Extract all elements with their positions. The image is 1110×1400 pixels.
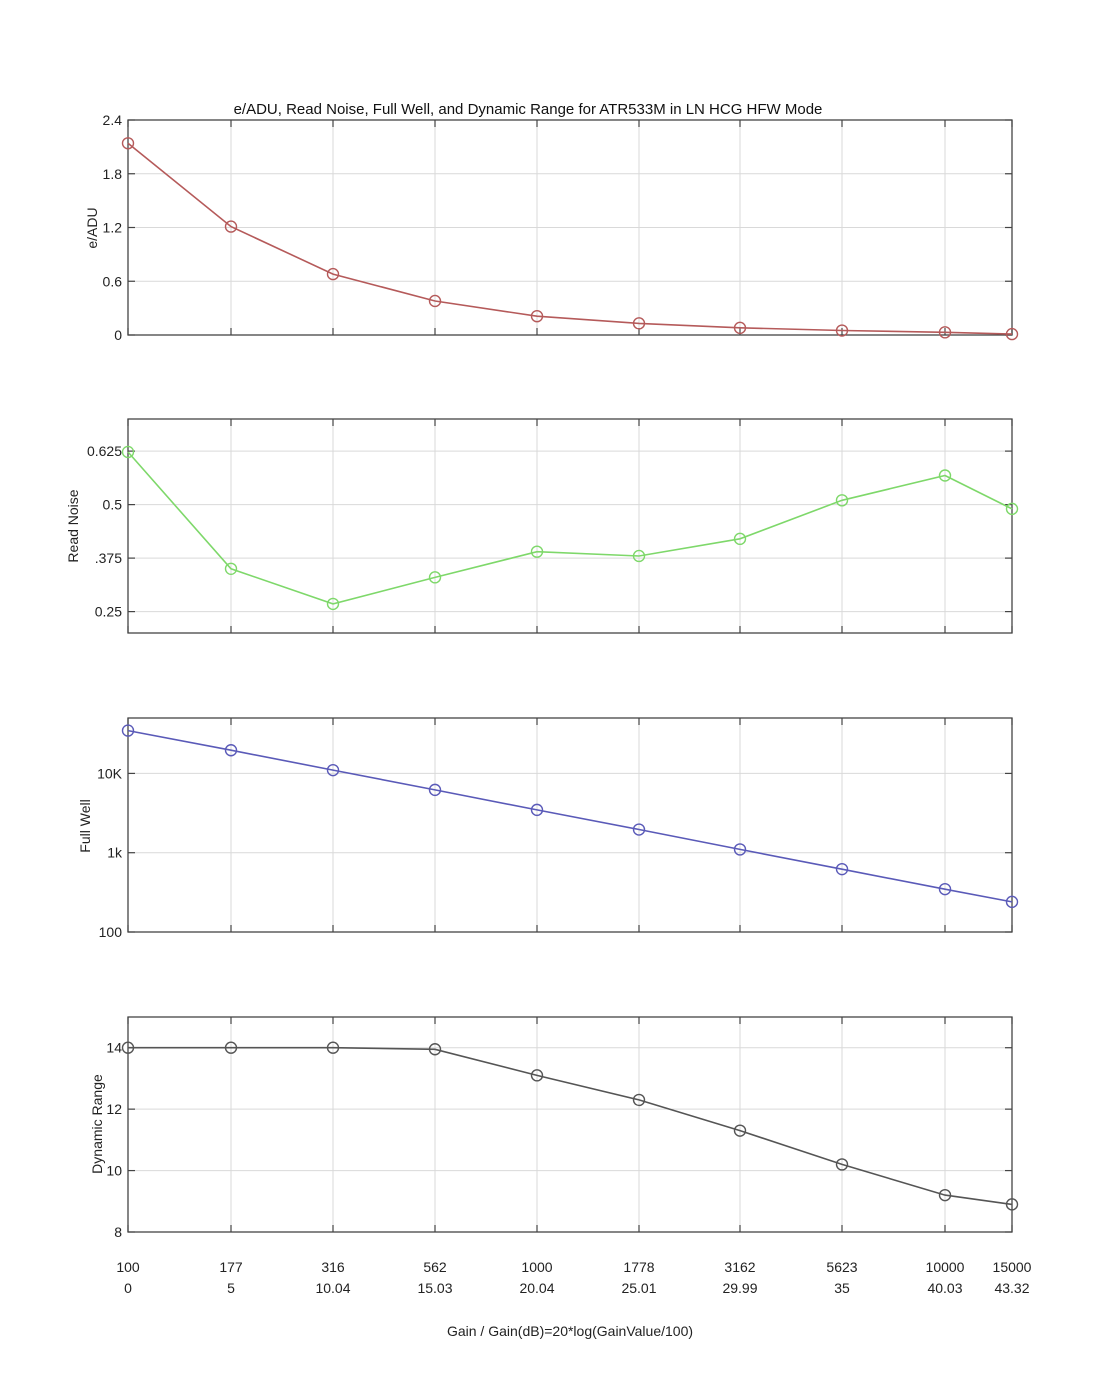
x-tick-label-gain: 1778 [623, 1259, 654, 1275]
data-point [938, 326, 952, 339]
x-tick-label-db: 40.03 [927, 1280, 962, 1296]
data-point [428, 1043, 442, 1056]
y-tick-label: 10 [106, 1163, 122, 1179]
data-point [224, 1041, 238, 1054]
subplots: 0 0.6 1.2 1.8 2.4 e/ADU 0.25 .375 0.5 0.625 Read N… [65, 112, 1032, 1296]
x-tick-label-gain: 3162 [724, 1259, 755, 1275]
x-tick-label-db: 15.03 [417, 1280, 452, 1296]
y-axis-label: Read Noise [65, 489, 81, 562]
plot-frame [127, 717, 1013, 933]
figure-title: e/ADU, Read Noise, Full Well, and Dynami… [234, 101, 823, 118]
data-point [733, 1124, 747, 1137]
series-line [127, 451, 1013, 605]
x-tick-label-db: 20.04 [519, 1280, 554, 1296]
data-point [835, 862, 849, 876]
data-point [938, 882, 952, 896]
data-point [1005, 502, 1019, 516]
x-tick-label-db: 10.04 [315, 1280, 350, 1296]
data-point [938, 1188, 952, 1202]
data-point [733, 321, 747, 335]
data-point [632, 823, 646, 836]
x-tick-label-gain: 177 [219, 1259, 243, 1275]
data-point [632, 549, 646, 563]
x-tick-label-gain: 10000 [926, 1259, 965, 1275]
x-tick-label-gain: 562 [423, 1259, 447, 1275]
data-point [224, 220, 238, 233]
y-tick-label: 1.8 [103, 166, 123, 182]
y-tick-label: .375 [95, 550, 122, 566]
data-point [733, 843, 747, 856]
y-tick-label: 0.625 [87, 443, 122, 459]
y-tick-label: 2.4 [103, 112, 123, 128]
y-tick-label: 8 [114, 1224, 122, 1240]
plot-frame [127, 119, 1013, 336]
x-axis-label: Gain / Gain(dB)=20*log(GainValue/100) [447, 1323, 693, 1339]
data-point [835, 494, 849, 507]
y-tick-label: 0.25 [95, 604, 122, 620]
plot-frame [127, 1016, 1013, 1233]
data-point [632, 1093, 646, 1107]
y-tick-label: 1.2 [103, 220, 123, 236]
data-point [121, 1041, 135, 1054]
data-point [733, 532, 747, 546]
data-point [530, 803, 544, 817]
data-point [121, 445, 135, 459]
data-point [224, 562, 238, 575]
series-line [127, 142, 1013, 335]
x-tick-label-gain: 100 [116, 1259, 140, 1275]
y-tick-label: 14 [106, 1040, 122, 1056]
data-point [530, 309, 544, 323]
subplot-1: 0 0.6 1.2 1.8 2.4 e/ADU [84, 112, 1019, 343]
y-tick-label: 10K [97, 765, 123, 781]
y-tick-label: 0 [114, 327, 122, 343]
data-point [938, 469, 952, 482]
data-point [326, 597, 340, 611]
subplot-2: 0.25 .375 0.5 0.625 Read Noise [65, 418, 1019, 634]
y-tick-label: 1k [107, 845, 123, 861]
y-tick-label: 12 [106, 1101, 122, 1117]
series-line [127, 729, 1013, 903]
data-point [835, 1158, 849, 1171]
data-point [428, 294, 442, 308]
x-tick-label-db: 29.99 [722, 1280, 757, 1296]
x-tick-label-gain: 1000 [521, 1259, 552, 1275]
data-point [428, 571, 442, 584]
x-tick-label-db: 0 [124, 1280, 132, 1296]
subplot-3: 100 1k 10K Full Well [77, 717, 1019, 940]
data-point [1005, 327, 1019, 341]
data-point [1005, 895, 1019, 909]
x-tick-label-gain: 5623 [826, 1259, 857, 1275]
x-tick-label-gain: 316 [321, 1259, 345, 1275]
y-tick-label: 0.5 [103, 497, 123, 513]
x-tick-label-gain: 15000 [993, 1259, 1032, 1275]
data-point [428, 783, 442, 797]
data-point [632, 317, 646, 330]
x-tick-label-db: 5 [227, 1280, 235, 1296]
data-point [326, 267, 340, 281]
y-tick-label: 100 [99, 924, 123, 940]
data-point [835, 324, 849, 337]
data-point [530, 1069, 544, 1082]
data-point [1005, 1198, 1019, 1211]
x-tick-label-db: 35 [834, 1280, 850, 1296]
data-point [326, 1041, 340, 1054]
data-point [326, 763, 340, 777]
data-point [224, 744, 238, 757]
data-point [530, 545, 544, 558]
y-axis-label: Dynamic Range [89, 1074, 105, 1174]
series-line [128, 1046, 1013, 1206]
data-point [121, 724, 135, 737]
y-axis-label: Full Well [77, 799, 93, 852]
plot-frame [127, 418, 1013, 634]
y-tick-label: 0.6 [103, 273, 123, 289]
data-point [121, 137, 135, 150]
y-axis-label: e/ADU [84, 207, 100, 248]
x-tick-label-db: 25.01 [621, 1280, 656, 1296]
x-tick-label-db: 43.32 [994, 1280, 1029, 1296]
